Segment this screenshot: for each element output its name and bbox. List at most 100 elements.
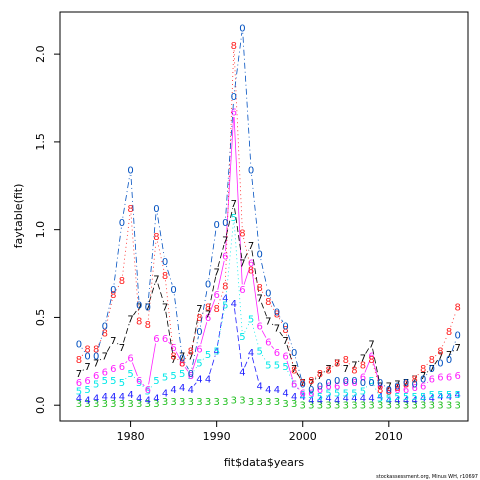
- y-axis: 0.0 0.5 1.0 1.5 2.0: [34, 45, 60, 414]
- series-segment: [279, 316, 284, 323]
- series-segment: [233, 117, 243, 285]
- data-point: 5: [317, 392, 323, 403]
- data-point: 8: [429, 355, 435, 366]
- data-point: 5: [291, 380, 297, 391]
- data-point: 0: [162, 257, 168, 268]
- data-point: 4: [403, 395, 409, 406]
- series-segment: [426, 362, 429, 366]
- series-segment: [125, 361, 128, 364]
- data-point: 8: [93, 345, 99, 356]
- data-point: 5: [325, 388, 331, 399]
- plot-frame: [59, 11, 469, 422]
- data-point: 6: [368, 352, 374, 363]
- data-point: 4: [153, 394, 159, 405]
- data-point: 3: [145, 399, 151, 410]
- data-point: 4: [84, 395, 90, 406]
- series-segment: [208, 276, 217, 310]
- data-point: 5: [403, 392, 409, 403]
- data-point: 3: [403, 401, 409, 412]
- data-point: 7: [239, 259, 245, 270]
- x-axis: 1980 1990 2000 2010: [117, 421, 403, 443]
- series-segment: [173, 294, 183, 353]
- data-point: 5: [274, 360, 280, 371]
- data-point: 6: [110, 364, 116, 375]
- data-point: 5: [343, 388, 349, 399]
- data-point: 0: [257, 250, 263, 261]
- data-point: 6: [145, 385, 151, 396]
- series-segment: [260, 259, 268, 289]
- y-axis-label: faytable(fit): [12, 184, 25, 249]
- data-point: 4: [265, 385, 271, 396]
- data-point: 3: [368, 401, 374, 412]
- data-point: 8: [282, 325, 288, 336]
- series-segment: [296, 373, 301, 379]
- data-point: 3: [153, 399, 159, 410]
- series-segment: [296, 387, 300, 392]
- data-point: 0: [248, 165, 254, 176]
- data-point: 8: [76, 355, 82, 366]
- data-point: 8: [308, 376, 314, 387]
- data-point: 3: [317, 401, 323, 412]
- data-point: 0: [446, 355, 452, 366]
- data-point: 7: [257, 294, 263, 305]
- series-segment: [200, 322, 208, 345]
- data-point: 7: [300, 378, 306, 389]
- data-point: 3: [454, 401, 460, 412]
- data-point: 3: [420, 401, 426, 412]
- series-segment: [417, 371, 421, 376]
- data-point: 5: [110, 376, 116, 387]
- data-point: 8: [325, 366, 331, 377]
- series-segment: [365, 347, 370, 354]
- data-point: 0: [205, 280, 211, 291]
- series-segment: [81, 352, 85, 356]
- data-point: 5: [377, 394, 383, 405]
- data-point: 7: [76, 369, 82, 380]
- series-segment: [358, 360, 360, 362]
- data-point: 4: [170, 385, 176, 396]
- data-point: 0: [437, 359, 443, 370]
- data-point: 8: [411, 374, 417, 385]
- series-segment: [365, 384, 369, 388]
- data-point: 4: [429, 394, 435, 405]
- data-point: 7: [145, 302, 151, 313]
- series-segment: [435, 354, 438, 357]
- data-point: 4: [162, 388, 168, 399]
- series-segment: [286, 330, 293, 348]
- data-point: 6: [334, 381, 340, 392]
- series-segment: [279, 331, 283, 337]
- data-point: 3: [136, 399, 142, 410]
- data-point: 5: [334, 388, 340, 399]
- series-segment: [373, 384, 379, 394]
- data-point: 0: [153, 204, 159, 215]
- data-point: 4: [257, 381, 263, 392]
- data-point: 7: [248, 241, 254, 252]
- data-point: 3: [110, 399, 116, 410]
- data-point: 6: [196, 345, 202, 356]
- data-point: 3: [231, 395, 237, 406]
- data-point: 8: [145, 320, 151, 331]
- data-point: 5: [231, 213, 237, 224]
- data-point: 0: [403, 378, 409, 389]
- data-point: 7: [282, 336, 288, 347]
- data-point: 3: [102, 399, 108, 410]
- series-segment: [296, 372, 301, 379]
- data-point: 3: [360, 401, 366, 412]
- series-segment: [452, 350, 455, 352]
- series-segment: [150, 384, 154, 388]
- data-point: 4: [188, 385, 194, 396]
- data-point: 8: [274, 309, 280, 320]
- data-point: 0: [136, 301, 142, 312]
- data-point: 6: [360, 373, 366, 384]
- data-point: 3: [386, 401, 392, 412]
- series-segment: [208, 229, 217, 280]
- data-point: 8: [127, 204, 133, 215]
- series-segment: [105, 299, 113, 329]
- data-point: 3: [394, 401, 400, 412]
- series-segment: [113, 227, 122, 285]
- series-segment: [142, 385, 145, 388]
- series-segment: [261, 302, 267, 317]
- data-point: 3: [222, 397, 228, 408]
- data-point: 3: [437, 401, 443, 412]
